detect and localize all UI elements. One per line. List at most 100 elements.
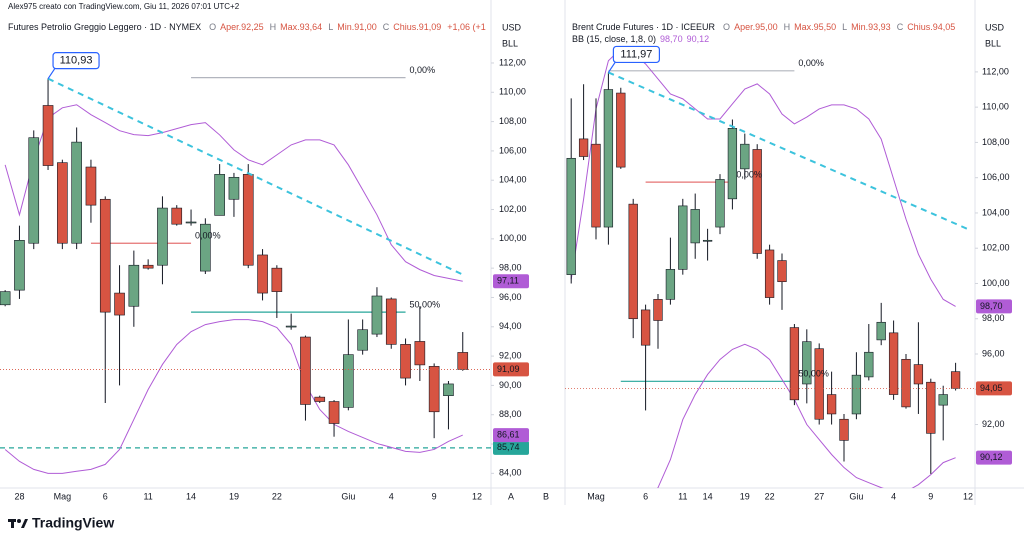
candle-body: [653, 299, 663, 321]
candle-body: [702, 239, 713, 242]
ohlc-value: Chius.94,05: [907, 22, 956, 32]
candle-body: [99, 198, 111, 313]
candle-body: [789, 327, 800, 401]
candle-body: [57, 162, 68, 244]
change-value: +1,06 (+1,18%): [447, 22, 486, 32]
candle-body: [591, 143, 601, 228]
price-tag: [493, 362, 529, 377]
price-tag: [976, 299, 1012, 314]
price-tag: [493, 440, 529, 455]
ohlc-key: H: [783, 22, 791, 32]
x-tick-label: 6: [103, 491, 108, 501]
y-tick-label: 108,00: [499, 116, 527, 126]
x-tick-label: 14: [703, 491, 713, 501]
trend-line: [608, 71, 969, 231]
candle-body: [300, 336, 311, 405]
price-tag: [976, 381, 1012, 396]
candle-body: [888, 332, 899, 395]
candle-body: [14, 240, 25, 291]
candle-body: [214, 174, 225, 216]
candle-body: [926, 381, 936, 434]
candle-body: [71, 141, 82, 244]
y-tick-label: 102,00: [499, 204, 527, 214]
y-tick-label: 112,00: [982, 66, 1009, 76]
candle-body: [603, 89, 614, 228]
callout-box: [612, 45, 661, 64]
candle-body: [157, 207, 168, 266]
candle-body: [938, 394, 948, 406]
ohlc-value: Aper.92,25: [220, 22, 264, 32]
candle-body: [385, 298, 397, 345]
indicator-value: 90,12: [686, 34, 710, 44]
x-tick-label: 9: [928, 491, 933, 501]
candle-body: [665, 269, 676, 300]
callout-label: 110,93: [60, 55, 93, 67]
indicator-value: 98,70: [660, 34, 683, 44]
candle-body: [242, 174, 254, 266]
y-tick-label: 112,00: [499, 57, 526, 67]
candle-body: [42, 105, 54, 166]
indicator-row: BB (15, close, 1,8, 0) 98,70 90,12: [572, 34, 713, 44]
x-tick-label: Mag: [54, 491, 72, 501]
level-label: 0,00%: [410, 65, 436, 75]
credit: Alex975 creato con TradingView.com, Giu …: [8, 2, 240, 11]
candle-body: [826, 394, 837, 415]
candle-body: [228, 176, 240, 200]
candle-body: [114, 292, 125, 316]
y-tick-label: 108,00: [982, 137, 1010, 147]
y-tick-label: 100,00: [982, 278, 1010, 288]
candle-body: [764, 249, 775, 298]
legend-row: Futures Petrolio Greggio Leggero · 1D · …: [8, 22, 486, 32]
price-tag: [976, 450, 1012, 465]
ohlc-key: C: [896, 22, 904, 32]
level-label: 50,00%: [798, 369, 829, 379]
price-tag-label: 86,61: [497, 429, 520, 439]
y-tick-label: 98,00: [982, 313, 1005, 323]
candle-body: [200, 223, 211, 272]
ohlc-value: Min.91,00: [337, 22, 377, 32]
axis-button[interactable]: A: [508, 491, 514, 501]
y-tick-label: 92,00: [982, 419, 1005, 429]
y-tick-label: 84,00: [499, 468, 522, 478]
candle-body: [357, 329, 368, 351]
price-tag-label: 98,70: [980, 301, 1003, 311]
y-tick-label: 92,00: [499, 350, 522, 360]
legend-row: Brent Crude Futures · 1D · ICEEUR O Aper.9…: [572, 22, 970, 32]
callout-box: [52, 52, 100, 70]
candle-body: [257, 254, 268, 294]
ohlc-value: Max.93,64: [280, 22, 323, 32]
candle-body: [85, 166, 97, 206]
candle-body: [128, 264, 140, 307]
candle-body: [876, 321, 886, 341]
candle-body: [814, 348, 824, 420]
candle-body: [752, 149, 762, 254]
y-tick-label: 90,00: [499, 380, 522, 390]
candle-body: [578, 138, 589, 157]
plot: [565, 48, 975, 488]
candle-body: [640, 309, 651, 346]
candle-body: [616, 92, 626, 168]
level-label: 0,00%: [798, 58, 824, 68]
candle-body: [285, 325, 297, 328]
symbol-title: Futures Petrolio Greggio Leggero · 1D · …: [8, 22, 202, 32]
x-tick-label: 4: [891, 491, 896, 501]
y-tick-label: 94,00: [499, 321, 522, 331]
x-tick-label: 27: [814, 491, 824, 501]
y-tick-label: 110,00: [499, 87, 526, 97]
candle-body: [777, 260, 787, 283]
ohlc-value: Max.95,50: [794, 22, 837, 32]
x-tick-label: 4: [389, 491, 394, 501]
x-tick-label: 12: [963, 491, 973, 501]
x-tick-label: Mag: [587, 491, 605, 501]
bollinger-upper: [4, 104, 463, 282]
ohlc-key: O: [209, 22, 217, 32]
x-tick-label: 6: [643, 491, 648, 501]
x-tick-label: 12: [472, 491, 482, 501]
candle-body: [343, 354, 354, 408]
axis-button[interactable]: B: [543, 491, 549, 501]
x-tick-label: 19: [740, 491, 750, 501]
ohlc-key: C: [382, 22, 390, 32]
x-tick-label: 28: [14, 491, 24, 501]
